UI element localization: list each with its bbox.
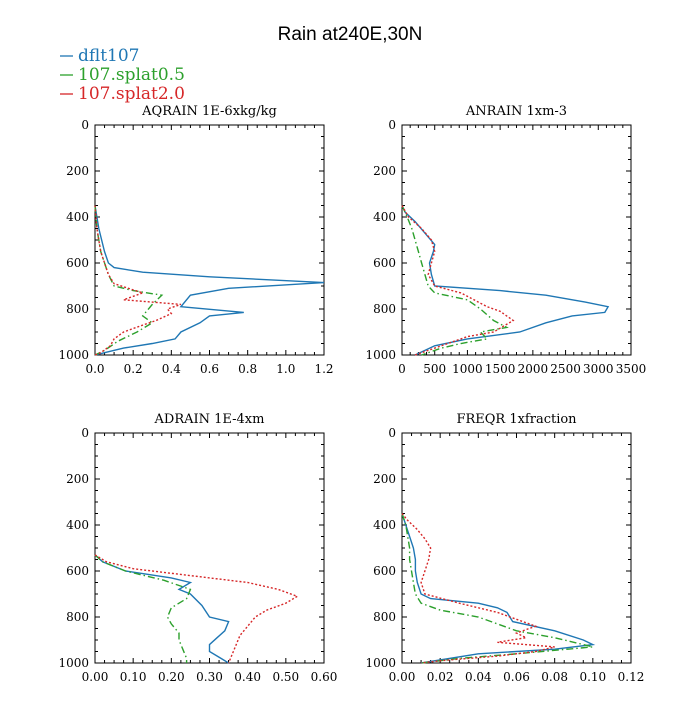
legend-label-1: 107.splat0.5 — [78, 65, 185, 85]
y-tick-label-3-4: 800 — [373, 610, 396, 624]
x-tick-label-3-6: 0.12 — [618, 670, 645, 684]
y-tick-label-1-5: 1000 — [365, 348, 396, 362]
x-tick-label-2-5: 0.50 — [272, 670, 299, 684]
y-tick-label-2-0: 0 — [81, 426, 89, 440]
series-line-3-0 — [401, 513, 596, 664]
legend-label-2: 107.splat2.0 — [78, 84, 185, 104]
y-tick-label-1-3: 600 — [373, 256, 396, 270]
panel-0: AQRAIN 1E-6xkg/kg 0.0 0.2 0.4 0.6 0.8 1.0 1.2 0 2… — [58, 104, 333, 376]
y-tick-label-3-1: 200 — [373, 472, 396, 486]
plot-frame-3 — [401, 432, 632, 664]
y-tick-label-1-0: 0 — [388, 118, 396, 132]
series-line-2-1 — [94, 554, 192, 663]
y-tick-label-0-1: 200 — [66, 164, 89, 178]
x-tick-label-0-3: 0.6 — [200, 362, 219, 376]
x-tick-label-3-0: 0.00 — [389, 670, 416, 684]
panel-title-3: FREQR 1xfraction — [456, 412, 577, 427]
x-tick-label-2-6: 0.60 — [311, 670, 338, 684]
panel-2: ADRAIN 1E-4xm 0.00 0.10 0.20 0.30 0.40 0.50 0.6… — [58, 412, 337, 684]
x-tick-label-3-1: 0.02 — [427, 670, 454, 684]
series-line-3-1 — [401, 513, 593, 664]
x-tick-label-1-3: 1500 — [485, 362, 516, 376]
panel-3: FREQR 1xfraction 0.00 0.02 0.04 0.06 0.08 0.10… — [365, 412, 644, 684]
y-tick-label-0-3: 600 — [66, 256, 89, 270]
y-tick-label-1-1: 200 — [373, 164, 396, 178]
y-tick-label-3-5: 1000 — [365, 656, 396, 670]
x-tick-label-2-2: 0.20 — [158, 670, 185, 684]
x-tick-label-1-4: 2000 — [518, 362, 549, 376]
x-tick-label-0-1: 0.2 — [124, 362, 143, 376]
series-line-2-2 — [94, 554, 299, 664]
y-tick-label-0-4: 800 — [66, 302, 89, 316]
y-tick-label-3-0: 0 — [388, 426, 396, 440]
series-line-0-0 — [94, 205, 325, 356]
plot-frame-0 — [94, 124, 325, 356]
x-tick-label-0-2: 0.4 — [162, 362, 181, 376]
x-tick-label-1-0: 0 — [398, 362, 406, 376]
x-tick-label-0-4: 0.8 — [238, 362, 257, 376]
y-tick-label-3-3: 600 — [373, 564, 396, 578]
series-line-0-1 — [94, 205, 164, 356]
y-tick-label-1-2: 400 — [373, 210, 396, 224]
panels: AQRAIN 1E-6xkg/kg 0.0 0.2 0.4 0.6 0.8 1.0 1.2 0 2… — [58, 104, 646, 684]
panel-title-2: ADRAIN 1E-4xm — [154, 412, 265, 427]
series-line-1-2 — [401, 205, 515, 356]
plot-frame-2 — [94, 432, 325, 664]
series-line-1-0 — [401, 205, 610, 356]
y-tick-label-2-1: 200 — [66, 472, 89, 486]
y-tick-label-0-5: 1000 — [58, 348, 89, 362]
legend-label-0: dflt107 — [78, 46, 140, 66]
x-tick-label-1-6: 3000 — [583, 362, 614, 376]
panel-title-1: ANRAIN 1xm-3 — [465, 104, 567, 119]
x-tick-label-0-0: 0.0 — [85, 362, 104, 376]
x-tick-label-3-3: 0.06 — [503, 670, 530, 684]
x-tick-label-2-3: 0.30 — [196, 670, 223, 684]
y-tick-label-2-3: 600 — [66, 564, 89, 578]
y-tick-label-1-4: 800 — [373, 302, 396, 316]
x-tick-label-2-1: 0.10 — [120, 670, 147, 684]
series-line-0-2 — [94, 205, 182, 356]
x-tick-label-0-5: 1.0 — [276, 362, 295, 376]
plot-frame-1 — [401, 124, 632, 356]
x-tick-label-1-7: 3500 — [616, 362, 647, 376]
x-tick-label-3-2: 0.04 — [465, 670, 492, 684]
y-tick-label-0-2: 400 — [66, 210, 89, 224]
x-tick-label-2-4: 0.40 — [234, 670, 261, 684]
panel-1: ANRAIN 1xm-30 500 1000 1500 2000 2500 3000 3500… — [365, 104, 646, 376]
y-tick-label-2-4: 800 — [66, 610, 89, 624]
y-tick-label-3-2: 400 — [373, 518, 396, 532]
panel-title-0: AQRAIN 1E-6xkg/kg — [141, 104, 277, 119]
x-tick-label-1-5: 2500 — [550, 362, 581, 376]
x-tick-label-0-6: 1.2 — [314, 362, 333, 376]
x-tick-label-3-5: 0.10 — [579, 670, 606, 684]
y-tick-label-2-5: 1000 — [58, 656, 89, 670]
y-tick-label-2-2: 400 — [66, 518, 89, 532]
series-line-1-1 — [401, 205, 509, 356]
x-tick-label-1-2: 1000 — [452, 362, 483, 376]
x-tick-label-2-0: 0.00 — [82, 670, 109, 684]
series-line-3-2 — [401, 513, 555, 664]
x-tick-label-1-1: 500 — [423, 362, 446, 376]
series-line-2-0 — [94, 554, 230, 664]
y-tick-label-0-0: 0 — [81, 118, 89, 132]
x-tick-label-3-4: 0.08 — [541, 670, 568, 684]
figure-title: Rain at240E,30N — [278, 24, 423, 45]
